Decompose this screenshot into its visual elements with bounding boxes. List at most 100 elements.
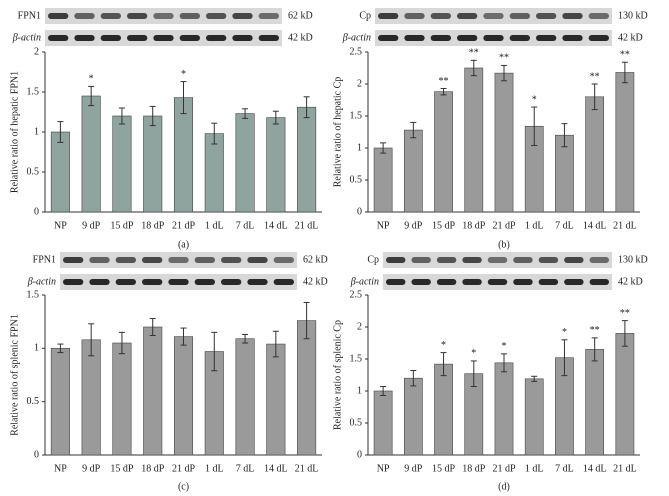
x-tick-label: NP bbox=[377, 220, 390, 231]
blot-band bbox=[206, 13, 227, 19]
y-tick-label: 0 bbox=[357, 449, 362, 460]
significance: * bbox=[532, 94, 537, 105]
blot-band bbox=[194, 279, 215, 285]
x-tick-label: 7 dL bbox=[236, 220, 255, 231]
blot-band bbox=[127, 35, 148, 41]
blot-band bbox=[74, 13, 95, 19]
bar bbox=[81, 95, 101, 213]
significance: * bbox=[471, 348, 476, 359]
blot-band bbox=[487, 257, 508, 263]
x-tick-label: NP bbox=[377, 463, 390, 474]
y-tick-label: 0.5 bbox=[350, 174, 363, 185]
significance: ** bbox=[620, 50, 630, 61]
blot-band bbox=[179, 35, 200, 41]
y-tick-label: 1 bbox=[357, 385, 362, 396]
x-tick-label: 21 dL bbox=[613, 220, 637, 231]
bar bbox=[297, 320, 317, 456]
x-tick-label: 9 dP bbox=[82, 463, 101, 474]
significance: * bbox=[181, 69, 186, 80]
x-tick-label: 9 dP bbox=[404, 220, 423, 231]
blot-band bbox=[378, 13, 399, 19]
blot-band bbox=[386, 279, 406, 285]
blot-band bbox=[436, 257, 457, 263]
blot-band bbox=[589, 279, 609, 285]
blot-band bbox=[509, 35, 530, 41]
blot-band bbox=[436, 279, 457, 285]
blot-band bbox=[74, 35, 95, 41]
x-tick-label: 21 dL bbox=[295, 220, 319, 231]
x-tick-label: 15 dP bbox=[110, 220, 134, 231]
bar bbox=[50, 131, 70, 213]
significance: * bbox=[441, 340, 446, 351]
x-tick-label: 7 dL bbox=[555, 463, 574, 474]
blot-band bbox=[462, 257, 482, 263]
bar bbox=[524, 378, 544, 456]
blot-band bbox=[89, 257, 110, 263]
blot-size: 42 kD bbox=[618, 32, 643, 43]
blot-band bbox=[206, 35, 227, 41]
blot-label: β-actin bbox=[350, 276, 379, 287]
x-tick-label: 21 dP bbox=[172, 220, 196, 231]
bar bbox=[615, 72, 635, 213]
blot-label: β-actin bbox=[27, 276, 56, 287]
significance: ** bbox=[590, 71, 600, 82]
bar bbox=[235, 338, 255, 456]
panel-label: (b) bbox=[498, 239, 510, 250]
blot-band bbox=[89, 279, 110, 285]
y-tick-label: 0 bbox=[357, 206, 362, 217]
blot-band bbox=[221, 279, 242, 285]
blot-band bbox=[386, 257, 406, 263]
y-tick-label: 1.5 bbox=[27, 289, 40, 300]
bar bbox=[403, 129, 423, 213]
blot-band bbox=[100, 35, 121, 41]
x-tick-label: 14 dL bbox=[264, 220, 288, 231]
blot-band bbox=[194, 257, 215, 263]
bar bbox=[297, 106, 317, 213]
x-tick-label: 14 dL bbox=[583, 220, 607, 231]
panel-label: (c) bbox=[178, 481, 189, 492]
bar bbox=[81, 339, 101, 456]
blot-band bbox=[457, 35, 478, 41]
significance: ** bbox=[620, 308, 630, 319]
blot-band bbox=[100, 13, 121, 19]
significance: ** bbox=[499, 53, 509, 64]
blot-band bbox=[404, 13, 425, 19]
y-tick-label: 2 bbox=[357, 78, 362, 89]
blot-band bbox=[127, 13, 148, 19]
bar bbox=[112, 115, 132, 213]
blot-band bbox=[538, 279, 559, 285]
y-tick-label: 2 bbox=[34, 46, 39, 57]
bar bbox=[585, 349, 605, 456]
blot-label: β-actin bbox=[12, 32, 41, 43]
y-tick-label: 0 bbox=[34, 449, 39, 460]
x-tick-label: 1 dL bbox=[205, 220, 224, 231]
x-tick-label: 9 dP bbox=[404, 463, 423, 474]
y-tick-label: 1.5 bbox=[350, 353, 363, 364]
blot-label: Cp bbox=[359, 10, 371, 21]
blot-band bbox=[153, 13, 174, 19]
panel-label: (d) bbox=[498, 481, 510, 492]
y-axis-label: Relative ratio of hepatic Cp bbox=[332, 77, 343, 188]
y-tick-label: 2.5 bbox=[350, 289, 363, 300]
y-tick-label: 1.5 bbox=[350, 110, 363, 121]
x-tick-label: 21 dL bbox=[613, 463, 637, 474]
x-tick-label: 15 dP bbox=[110, 463, 134, 474]
blot-band bbox=[221, 257, 242, 263]
y-tick-label: 0 bbox=[34, 206, 39, 217]
x-tick-label: 1 dL bbox=[525, 463, 544, 474]
bar bbox=[266, 343, 286, 456]
panel-label: (a) bbox=[178, 239, 189, 250]
significance: ** bbox=[590, 325, 600, 336]
blot-band bbox=[411, 279, 431, 285]
bar bbox=[235, 113, 255, 213]
y-tick-label: 0.5 bbox=[27, 396, 40, 407]
blot-size: 42 kD bbox=[618, 276, 643, 287]
bar bbox=[143, 115, 163, 213]
blot-band bbox=[513, 257, 533, 263]
blot-band bbox=[247, 257, 268, 263]
blot-band bbox=[63, 257, 84, 263]
x-tick-label: 18 dP bbox=[462, 220, 486, 231]
y-tick-label: 1 bbox=[357, 142, 362, 153]
bar bbox=[173, 336, 194, 456]
x-tick-label: 21 dP bbox=[492, 220, 516, 231]
